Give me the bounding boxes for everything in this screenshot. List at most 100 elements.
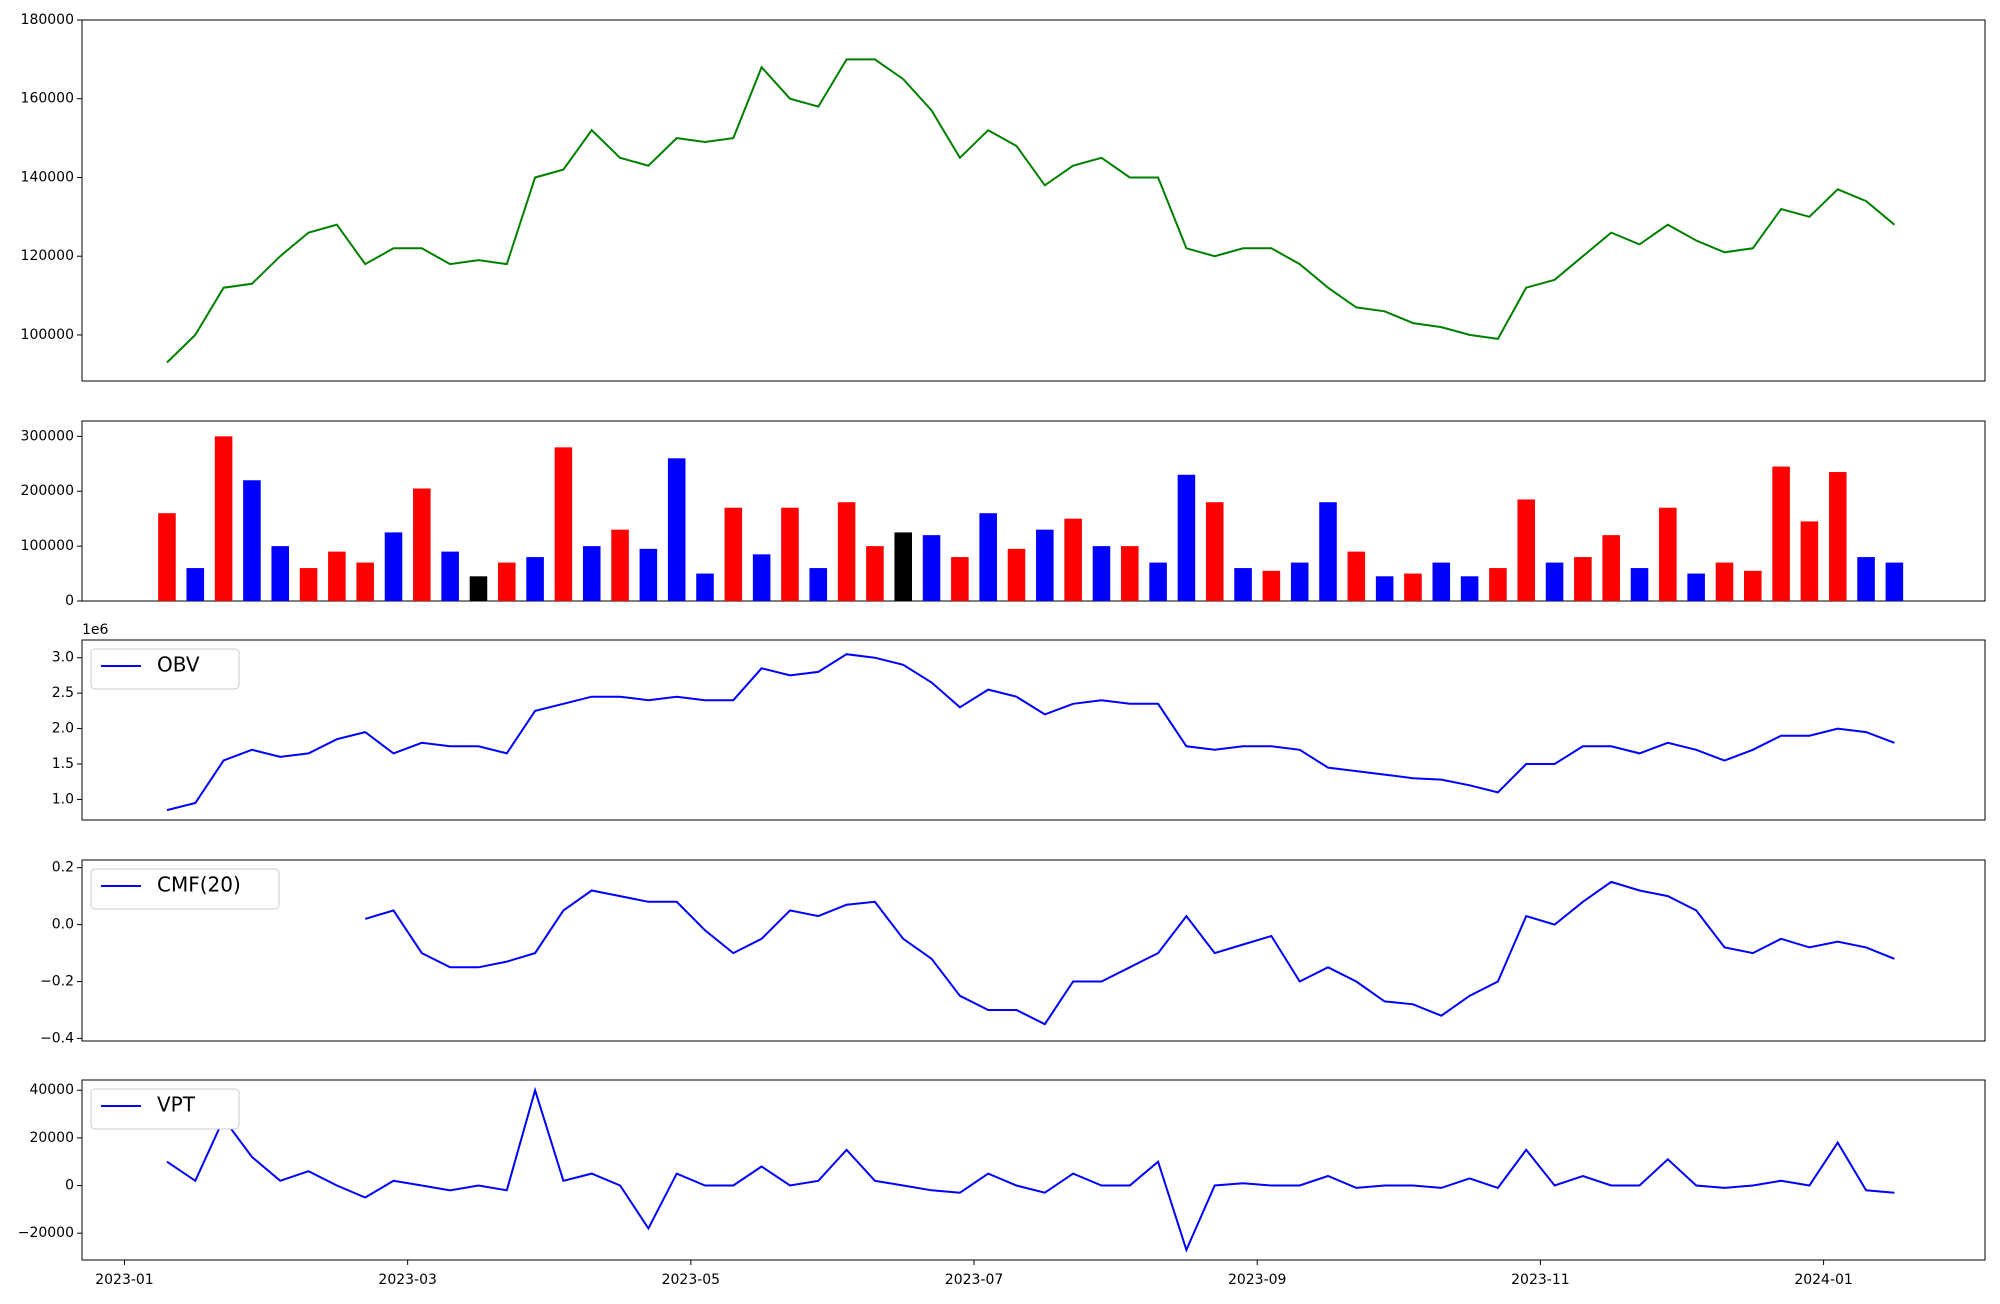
- legend-box: [90, 1088, 240, 1130]
- x-tick-label: 2023-03: [378, 1272, 437, 1288]
- bar: [271, 546, 290, 601]
- y-tick-label: 0.0: [52, 917, 74, 933]
- bar: [894, 532, 913, 601]
- bar: [1885, 562, 1904, 601]
- bar: [951, 557, 969, 601]
- bar: [1602, 535, 1620, 601]
- bar: [1177, 474, 1196, 601]
- y-tick-label: 3.0: [52, 650, 74, 666]
- legend-label: OBV: [157, 653, 200, 677]
- bar: [1800, 521, 1819, 601]
- y-tick-label: 300000: [21, 428, 74, 444]
- bar: [1857, 557, 1875, 601]
- bar: [243, 480, 261, 601]
- bar: [781, 507, 799, 601]
- x-tick-label: 2023-01: [95, 1272, 154, 1288]
- bar: [724, 507, 743, 601]
- bar: [299, 568, 318, 601]
- bar: [1744, 570, 1762, 601]
- bar: [1121, 546, 1139, 601]
- bar: [866, 546, 884, 601]
- bar: [696, 573, 714, 601]
- bar: [1347, 551, 1366, 601]
- bar: [413, 488, 431, 601]
- bar: [752, 554, 771, 601]
- legend-box: [90, 868, 280, 910]
- x-tick-label: 2023-09: [1228, 1272, 1287, 1288]
- bar: [1659, 507, 1677, 601]
- bar: [611, 529, 629, 601]
- bar: [1064, 518, 1082, 601]
- bar: [922, 535, 941, 601]
- line: [166, 1086, 1895, 1253]
- axes-frame: [81, 1079, 1986, 1261]
- line: [166, 58, 1896, 364]
- bar: [809, 568, 828, 601]
- x-tick-label: 2024-01: [1794, 1272, 1853, 1288]
- bar: [639, 548, 658, 601]
- bar: [1234, 568, 1252, 601]
- x-tick-label: 2023-05: [662, 1272, 721, 1288]
- bar: [384, 532, 403, 601]
- bar: [1545, 562, 1564, 601]
- bar: [1715, 562, 1734, 601]
- bar: [158, 513, 176, 601]
- bar: [1489, 568, 1507, 601]
- bar: [328, 551, 346, 601]
- y-tick-label: 0: [65, 1178, 74, 1194]
- y-tick-label: 160000: [21, 91, 74, 107]
- bar: [582, 546, 601, 601]
- y-tick-label: 200000: [21, 483, 74, 499]
- bar: [1687, 573, 1705, 601]
- bar: [1007, 548, 1026, 601]
- y-tick-label: 20000: [29, 1130, 74, 1146]
- bar: [1319, 502, 1337, 601]
- bar: [1517, 499, 1536, 601]
- bar: [1036, 529, 1054, 601]
- y-tick-label: 120000: [21, 248, 74, 264]
- axes-frame: [81, 639, 1986, 821]
- axes-frame: [81, 19, 1986, 382]
- y-tick-label: 0: [65, 593, 74, 609]
- y-tick-label: 2.0: [52, 721, 74, 737]
- legend-label: VPT: [157, 1093, 196, 1117]
- bar: [1404, 573, 1422, 601]
- bar: [1630, 568, 1649, 601]
- bar: [1262, 570, 1281, 601]
- bar: [1460, 576, 1479, 601]
- bar: [1092, 546, 1111, 601]
- y-tick-label: 100000: [21, 327, 74, 343]
- bar: [1375, 576, 1394, 601]
- bar: [667, 458, 686, 601]
- bar: [1574, 557, 1592, 601]
- bar: [1290, 562, 1309, 601]
- bar: [1149, 562, 1167, 601]
- y-tick-label: 40000: [29, 1082, 74, 1098]
- bar: [356, 562, 374, 601]
- bar: [526, 557, 544, 601]
- legend-label: CMF(20): [157, 873, 241, 897]
- bar: [497, 562, 516, 601]
- bar: [186, 568, 205, 601]
- y-tick-label: −0.4: [40, 1030, 74, 1046]
- x-tick-label: 2023-07: [945, 1272, 1004, 1288]
- line: [194, 869, 1895, 1026]
- y-tick-label: −0.2: [40, 974, 74, 990]
- y-tick-label: 100000: [21, 538, 74, 554]
- y-tick-label: 180000: [21, 12, 74, 28]
- y-tick-label: 2.5: [52, 685, 74, 701]
- bar: [441, 551, 459, 601]
- x-tick-label: 2023-11: [1511, 1272, 1570, 1288]
- y-tick-label: 140000: [21, 169, 74, 185]
- bar: [554, 447, 573, 601]
- bar: [1432, 562, 1451, 601]
- axes-frame: [81, 420, 1986, 602]
- bar: [1772, 466, 1790, 601]
- y-offset-label: 1e6: [82, 622, 109, 638]
- bar: [469, 576, 488, 601]
- y-tick-label: −20000: [18, 1225, 74, 1241]
- y-tick-label: 1.0: [52, 791, 74, 807]
- y-tick-label: 1.5: [52, 756, 74, 772]
- y-tick-label: 0.2: [52, 860, 74, 876]
